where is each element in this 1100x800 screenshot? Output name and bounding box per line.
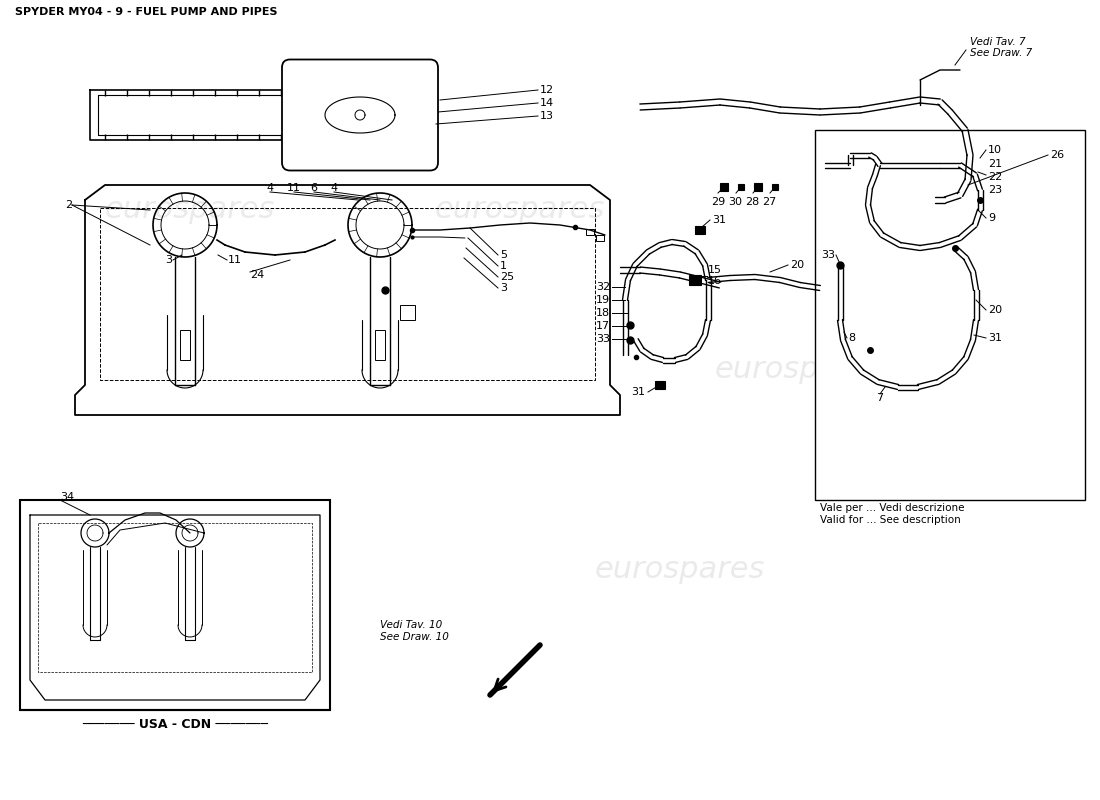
Text: See Draw. 10: See Draw. 10: [379, 632, 449, 642]
Text: 31: 31: [988, 333, 1002, 343]
Bar: [355, 61, 365, 73]
Text: See Draw. 7: See Draw. 7: [970, 48, 1032, 58]
Text: 8: 8: [848, 333, 855, 343]
Text: 31: 31: [631, 387, 645, 397]
Text: 11: 11: [287, 183, 301, 193]
Text: eurospares: eurospares: [434, 195, 605, 225]
Text: 24: 24: [250, 270, 264, 280]
Text: ─────── USA - CDN ───────: ─────── USA - CDN ───────: [82, 718, 268, 731]
Text: Vedi Tav. 7: Vedi Tav. 7: [970, 37, 1025, 47]
Bar: [20, 500, 330, 710]
Bar: [400, 305, 415, 320]
Text: 9: 9: [988, 213, 996, 223]
Text: 26: 26: [1050, 150, 1064, 160]
Bar: [689, 275, 701, 285]
Text: 20: 20: [988, 305, 1002, 315]
Text: eurospares: eurospares: [715, 355, 886, 385]
Text: 13: 13: [540, 111, 554, 121]
FancyBboxPatch shape: [282, 59, 438, 170]
Text: 10: 10: [988, 145, 1002, 155]
Text: 12: 12: [540, 85, 554, 95]
Bar: [695, 226, 705, 234]
Text: 33: 33: [596, 334, 611, 344]
Text: 19: 19: [596, 295, 611, 305]
Text: 5: 5: [500, 250, 507, 260]
Text: 3: 3: [500, 283, 507, 293]
Bar: [654, 381, 666, 389]
Text: Vedi Tav. 10: Vedi Tav. 10: [379, 620, 442, 630]
Text: 27: 27: [762, 197, 777, 207]
Text: eurospares: eurospares: [104, 555, 275, 585]
Bar: [772, 184, 778, 190]
Text: 28: 28: [745, 197, 759, 207]
Text: Valid for ... See description: Valid for ... See description: [820, 515, 960, 525]
Text: 1: 1: [500, 261, 507, 271]
Text: 32: 32: [596, 282, 611, 292]
Text: 16: 16: [708, 276, 722, 286]
Text: 33: 33: [821, 250, 835, 260]
Text: 4: 4: [330, 183, 338, 193]
Bar: [754, 183, 762, 191]
Text: 4: 4: [266, 183, 274, 193]
Text: 31: 31: [712, 215, 726, 225]
Bar: [596, 235, 604, 241]
Text: 25: 25: [500, 272, 514, 282]
Text: 18: 18: [596, 308, 611, 318]
Bar: [738, 184, 744, 190]
Bar: [375, 330, 385, 360]
Text: 20: 20: [790, 260, 804, 270]
Text: 11: 11: [228, 255, 242, 265]
Text: 6: 6: [310, 183, 318, 193]
Text: 14: 14: [540, 98, 554, 108]
Text: 2: 2: [65, 200, 73, 210]
Bar: [180, 330, 190, 360]
Text: eurospares: eurospares: [595, 555, 766, 585]
Text: 17: 17: [596, 321, 611, 331]
Text: 21: 21: [988, 159, 1002, 169]
Bar: [720, 183, 728, 191]
Text: 23: 23: [988, 185, 1002, 195]
Text: 7: 7: [877, 393, 883, 403]
Text: 22: 22: [988, 172, 1002, 182]
Text: SPYDER MY04 - 9 - FUEL PUMP AND PIPES: SPYDER MY04 - 9 - FUEL PUMP AND PIPES: [15, 7, 277, 17]
Text: 34: 34: [60, 492, 74, 502]
Text: 29: 29: [711, 197, 725, 207]
Text: eurospares: eurospares: [104, 195, 275, 225]
Text: 30: 30: [728, 197, 743, 207]
Text: 15: 15: [708, 265, 722, 275]
Text: Vale per ... Vedi descrizione: Vale per ... Vedi descrizione: [820, 503, 965, 513]
Bar: [586, 229, 594, 235]
Text: 3: 3: [165, 255, 172, 265]
Bar: [815, 130, 1085, 500]
